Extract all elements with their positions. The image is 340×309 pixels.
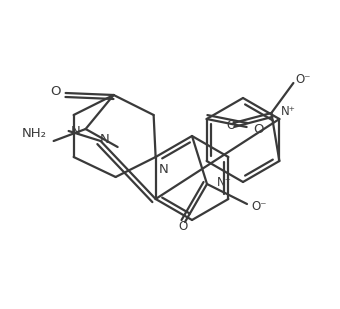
Text: N: N <box>71 125 81 138</box>
Text: N⁺: N⁺ <box>217 176 232 188</box>
Text: O: O <box>253 122 264 136</box>
Text: NH₂: NH₂ <box>22 126 47 139</box>
Text: O: O <box>178 219 188 232</box>
Text: N: N <box>159 163 169 176</box>
Text: O⁻: O⁻ <box>295 73 311 86</box>
Text: O: O <box>227 118 236 132</box>
Text: N: N <box>100 133 109 146</box>
Text: O⁻: O⁻ <box>251 200 267 213</box>
Text: N⁺: N⁺ <box>282 104 296 117</box>
Text: O: O <box>50 84 61 98</box>
